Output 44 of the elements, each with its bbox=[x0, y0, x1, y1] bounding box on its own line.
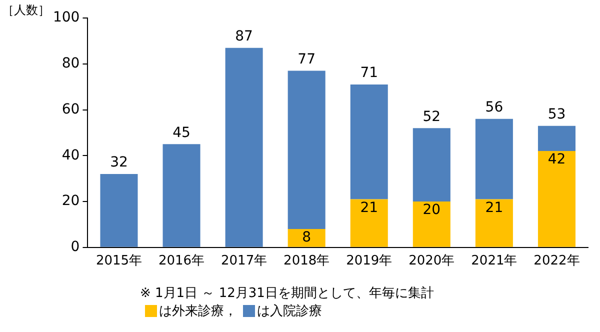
bar bbox=[350, 84, 388, 200]
total-label: 87 bbox=[235, 28, 253, 44]
bar bbox=[475, 118, 513, 200]
bar bbox=[100, 174, 138, 247]
x-tick-label: 2020年 bbox=[408, 254, 455, 269]
y-tick-label: 60 bbox=[62, 101, 80, 118]
x-tick-label: 2021年 bbox=[471, 254, 518, 269]
x-tick-label: 2022年 bbox=[534, 254, 580, 269]
x-tick-label: 2017年 bbox=[221, 254, 268, 269]
total-label: 32 bbox=[110, 154, 128, 171]
data-label: 21 bbox=[360, 200, 378, 216]
legend-label: は入院診療 bbox=[257, 303, 322, 320]
total-label: 71 bbox=[360, 65, 378, 82]
y-tick-label: 20 bbox=[62, 193, 80, 210]
y-tick-label: 40 bbox=[62, 147, 80, 164]
data-label: 42 bbox=[548, 152, 566, 168]
x-tick-label: 2016年 bbox=[158, 254, 205, 269]
x-tick-label: 2019年 bbox=[346, 254, 392, 269]
data-label: 21 bbox=[485, 200, 504, 216]
text: ※ 1月1日 ～ 12月31日を期間として、年毎に集計 bbox=[140, 285, 434, 302]
x-tick-label: 2015年 bbox=[96, 254, 142, 269]
total-label: 77 bbox=[298, 51, 316, 68]
bar bbox=[288, 70, 326, 230]
total-label: 56 bbox=[485, 100, 504, 116]
bar bbox=[412, 128, 450, 202]
bar bbox=[350, 199, 388, 247]
y-axis-title: ［人数］ bbox=[2, 2, 50, 19]
bar bbox=[475, 199, 513, 247]
bar bbox=[225, 48, 263, 247]
bar bbox=[288, 229, 326, 247]
data-label: 20 bbox=[422, 202, 441, 218]
data-label: 8 bbox=[302, 230, 312, 246]
y-tick-label: 0 bbox=[70, 239, 80, 256]
y-tick-label: 80 bbox=[62, 56, 80, 72]
legend-label: は外来診療， bbox=[159, 303, 237, 320]
bar bbox=[412, 202, 450, 247]
bar bbox=[162, 144, 200, 247]
total-label: 45 bbox=[172, 124, 190, 141]
x-tick-label: 2018年 bbox=[284, 254, 330, 269]
total-label: 52 bbox=[422, 108, 441, 125]
total-label: 53 bbox=[548, 106, 566, 122]
y-tick-label: 100 bbox=[52, 10, 80, 26]
bar bbox=[538, 151, 576, 247]
bar bbox=[538, 126, 576, 152]
